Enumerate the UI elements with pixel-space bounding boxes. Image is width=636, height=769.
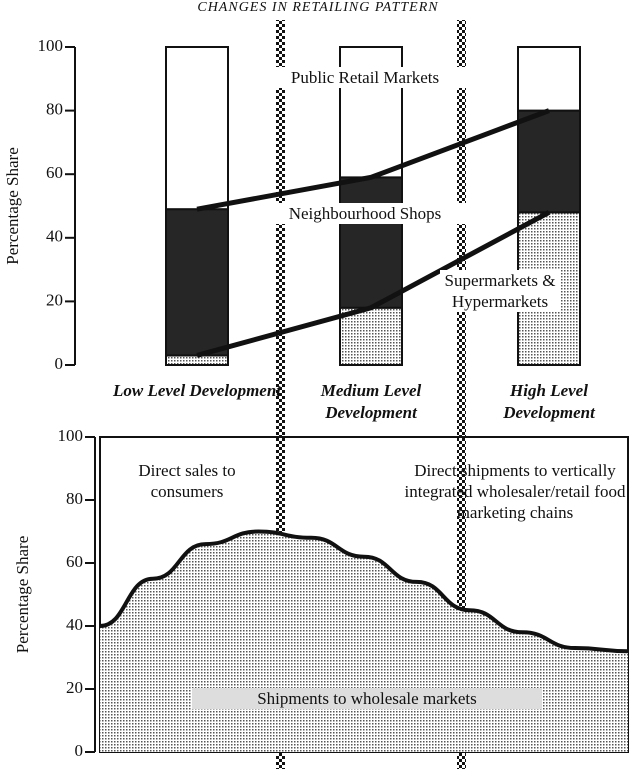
annotation: Direct sales to consumers xyxy=(138,461,236,501)
y-tick-label: 60 xyxy=(66,552,83,571)
annotation: Direct shipments to vertically integrate… xyxy=(404,461,626,522)
y-tick-label: 80 xyxy=(46,100,63,119)
bar-segment xyxy=(517,46,581,112)
divider xyxy=(276,20,285,769)
line xyxy=(99,529,629,654)
y-axis-label: Percentage Share xyxy=(3,147,22,265)
legend-label: Neighbourhood Shops xyxy=(255,203,475,224)
bar-segment xyxy=(517,109,581,214)
y-axis-label: Percentage Share xyxy=(13,536,32,654)
connector-line xyxy=(196,108,550,212)
legend-label: Public Retail Markets xyxy=(245,67,485,88)
y-tick-label: 80 xyxy=(66,489,83,508)
bar-segment xyxy=(339,306,403,367)
bar-segment xyxy=(165,354,229,366)
y-tick-label: 40 xyxy=(46,227,63,246)
x-tick-label: High Level Development xyxy=(503,381,595,422)
y-tick-label: 100 xyxy=(58,426,84,445)
divider xyxy=(457,20,466,769)
bar-segment xyxy=(165,208,229,357)
x-tick-label: Medium Level Development xyxy=(320,381,422,422)
bar-segment xyxy=(339,176,403,309)
legend-label: Supermarkets & Hypermarkets xyxy=(440,270,560,312)
y-tick-label: 60 xyxy=(46,163,63,182)
title: CHANGES IN RETAILING PATTERN xyxy=(197,0,439,15)
y-tick-label: 20 xyxy=(46,290,63,309)
annotation: Shipments to wholesale markets xyxy=(192,688,542,709)
y-tick-label: 0 xyxy=(75,741,84,760)
connector-line xyxy=(196,210,551,358)
y-tick-label: 20 xyxy=(66,678,83,697)
y-tick-label: 40 xyxy=(66,615,83,634)
x-tick-label: Low Level Development xyxy=(112,381,282,400)
y-tick-label: 100 xyxy=(38,36,64,55)
y-tick-label: 0 xyxy=(55,354,64,373)
bar-segment xyxy=(165,46,229,211)
